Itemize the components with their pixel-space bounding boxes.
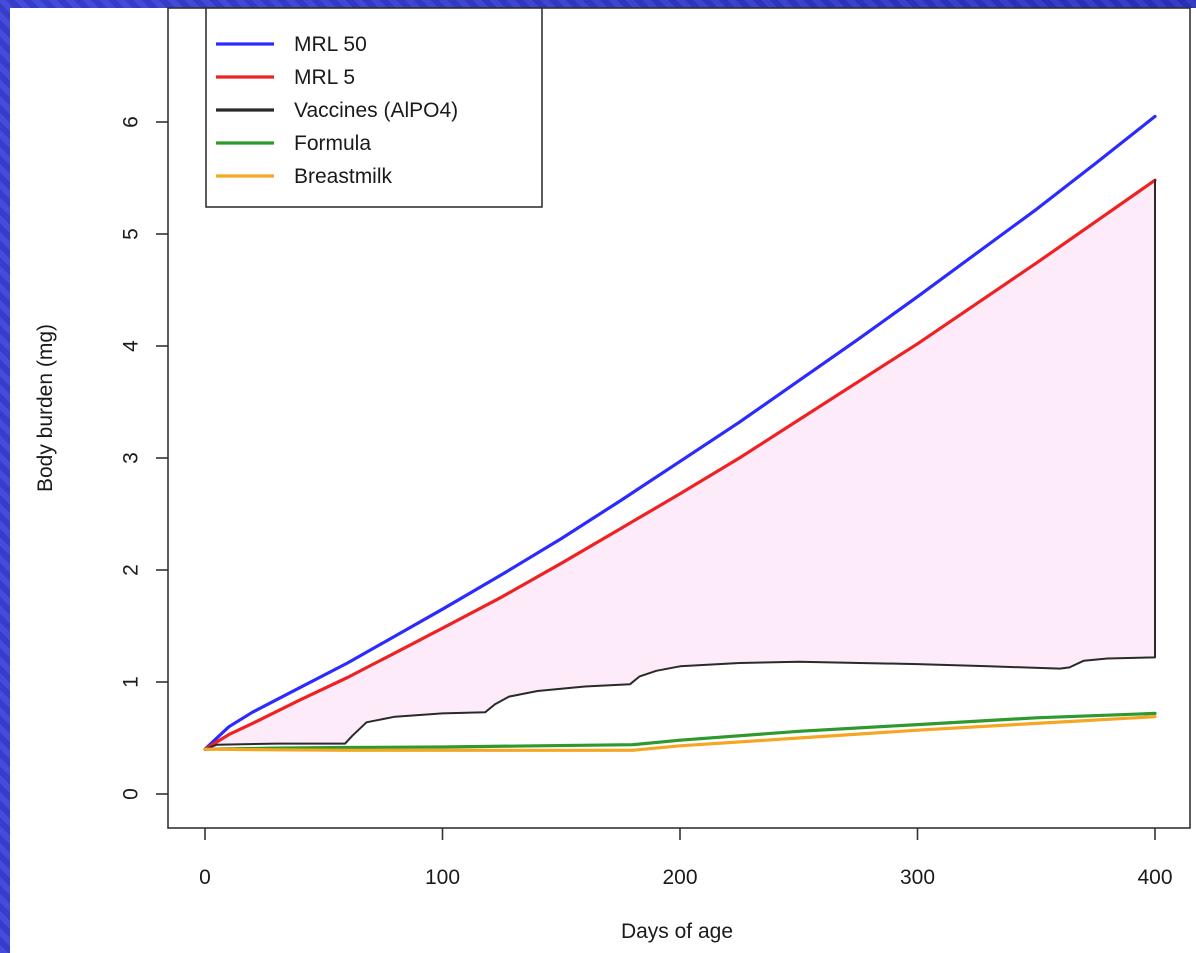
shaded-region-layer — [205, 180, 1155, 750]
y-tick-label: 6 — [120, 116, 143, 128]
y-tick-label: 0 — [120, 788, 143, 800]
legend-label-4: Formula — [294, 132, 371, 155]
legend-label-1: MRL 50 — [294, 33, 367, 56]
y-tick-label: 2 — [120, 564, 143, 576]
series-line-5 — [203, 715, 1157, 752]
legend: MRL 50 MRL 5 Vaccines (AlPO4) Formula Breast… — [205, 7, 543, 208]
x-tick-label: 100 — [425, 866, 460, 889]
shaded-region — [205, 180, 1155, 750]
axes-layer: 0 100 200 300 400 0 1 2 3 4 5 6 — [120, 7, 1191, 889]
y-tick-label: 5 — [120, 228, 143, 240]
y-tick-label: 4 — [120, 340, 143, 352]
y-tick-label: 1 — [120, 676, 143, 688]
x-axis-label: Days of age — [621, 920, 733, 943]
x-tick-label: 300 — [900, 866, 935, 889]
series-line-3 — [204, 179, 1156, 751]
legend-box — [205, 7, 543, 208]
x-tick-label: 0 — [199, 866, 211, 889]
x-tick-label: 400 — [1137, 866, 1172, 889]
series-line-4 — [203, 711, 1157, 751]
legend-label-3: Vaccines (AlPO4) — [294, 99, 458, 122]
x-tick-label: 200 — [662, 866, 697, 889]
series-layer — [203, 114, 1157, 752]
y-tick-label: 3 — [120, 452, 143, 464]
legend-label-2: MRL 5 — [294, 66, 355, 89]
plot-frame — [167, 7, 1191, 829]
legend-label-5: Breastmilk — [294, 165, 393, 188]
series-line-2 — [203, 178, 1157, 751]
y-axis-label: Body burden (mg) — [34, 324, 57, 492]
series-line-1 — [203, 114, 1157, 751]
